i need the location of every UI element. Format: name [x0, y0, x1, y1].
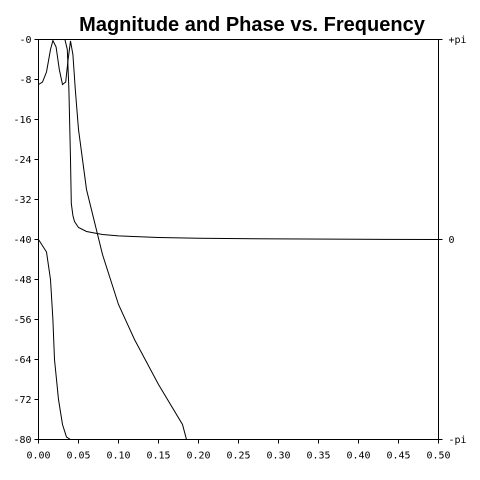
y-left-tick-label: -80	[13, 435, 31, 446]
y-left-tick-label: -0	[19, 35, 31, 46]
chart-title: Magnitude and Phase vs. Frequency	[79, 14, 426, 36]
x-tick-label: 0.00	[26, 451, 50, 462]
y-left-tick-label: -72	[13, 395, 31, 406]
plot-curves	[38, 39, 439, 440]
x-tick-label: 0.50	[426, 451, 450, 462]
x-tick-label: 0.40	[346, 451, 370, 462]
y-left-tick-label: -56	[13, 315, 31, 326]
y-left-tick-label: -8	[19, 75, 31, 86]
y-right-axis: +pi 0 -pi	[438, 35, 467, 446]
series-line-3	[64, 39, 439, 240]
x-tick-label: 0.20	[186, 451, 210, 462]
y-left-tick-label: -24	[13, 155, 31, 166]
y-right-tick-label: -pi	[449, 435, 467, 446]
y-right-tick-label: 0	[449, 235, 455, 246]
x-axis: 0.00 0.05 0.10 0.15 0.20 0.25 0.30 0.35 0.40 0.45…	[26, 439, 451, 462]
x-tick-label: 0.25	[226, 451, 250, 462]
y-left-tick-label: -64	[13, 355, 31, 366]
y-left-tick-label: -40	[13, 235, 31, 246]
y-left-axis: -0 -8 -16 -24 -32 -40 -48 -56 -64 -72 -80	[13, 35, 39, 446]
x-tick-label: 0.05	[66, 451, 90, 462]
series-line-1	[38, 39, 187, 440]
x-tick-label: 0.45	[386, 451, 410, 462]
y-right-tick-label: +pi	[449, 35, 467, 46]
y-left-tick-label: -16	[13, 115, 31, 126]
x-tick-label: 0.30	[266, 451, 290, 462]
x-tick-label: 0.35	[306, 451, 330, 462]
x-tick-label: 0.10	[106, 451, 130, 462]
series-line-2	[38, 239, 71, 440]
x-tick-label: 0.15	[146, 451, 170, 462]
y-left-tick-label: -48	[13, 275, 31, 286]
y-left-tick-label: -32	[13, 195, 31, 206]
